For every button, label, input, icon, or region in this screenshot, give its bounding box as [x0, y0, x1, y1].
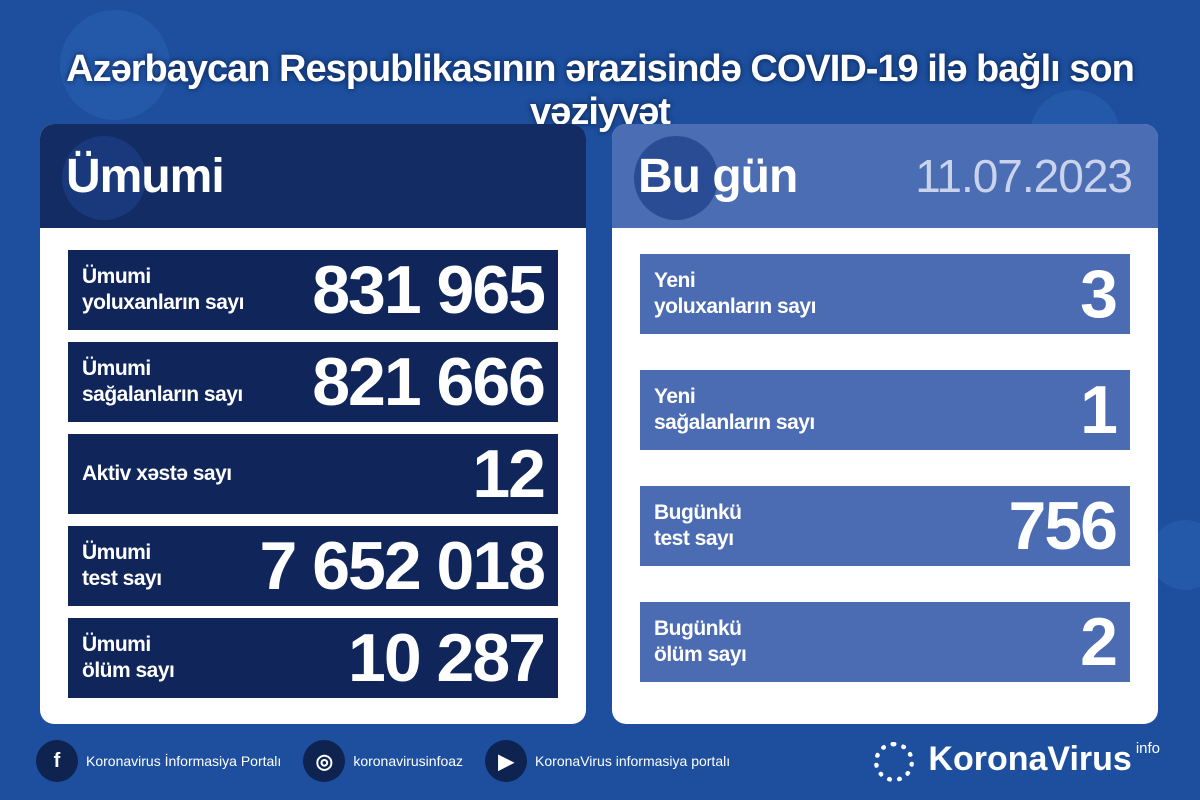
stat-value: 7 652 018 [259, 528, 546, 604]
stat-row: Yeni yoluxanların sayı 3 [640, 254, 1130, 334]
virus-icon [634, 136, 718, 220]
stat-label: Bugünkü ölüm sayı [654, 617, 747, 666]
sun-icon [874, 742, 915, 782]
stat-row: Ümumi sağalanların sayı 821 666 [68, 342, 558, 422]
today-heading: Bu gün [638, 149, 798, 203]
facebook-link[interactable]: f Koronavirus İnformasiya Portalı [36, 740, 281, 782]
stat-label: Ümumi sağalanların sayı [82, 357, 243, 406]
stat-value: 1 [1080, 372, 1118, 448]
brand-logo: KoronaVirus info [874, 740, 1160, 782]
stat-label: Yeni sağalanların sayı [654, 385, 815, 434]
stat-row: Aktiv xəstə sayı 12 [68, 434, 558, 514]
stat-value: 756 [1008, 488, 1118, 564]
stat-label: Aktiv xəstə sayı [82, 462, 232, 485]
instagram-label: koronavirusinfoaz [353, 753, 464, 769]
youtube-label: KoronaVirus informasiya portalı [535, 753, 731, 769]
facebook-label: Koronavirus İnformasiya Portalı [86, 753, 282, 769]
stat-value: 10 287 [348, 620, 546, 696]
stat-value: 2 [1080, 604, 1118, 680]
stat-row: Bugünkü ölüm sayı 2 [640, 602, 1130, 682]
instagram-icon: ◎ [303, 740, 346, 782]
today-header: Bu gün 11.07.2023 [612, 124, 1158, 228]
stat-value: 821 666 [312, 344, 546, 420]
youtube-link[interactable]: ▶ KoronaVirus informasiya portalı [485, 740, 730, 782]
brand-name: KoronaVirus [928, 740, 1132, 778]
footer: f Koronavirus İnformasiya Portalı ◎ korona… [36, 736, 1160, 786]
total-heading: Ümumi [66, 149, 225, 203]
stat-label: Ümumi test sayı [82, 541, 162, 590]
page-title: Azərbaycan Respublikasının ərazisində CO… [66, 48, 1135, 133]
stat-row: Bugünkü test sayı 756 [640, 486, 1130, 566]
stat-label: Ümumi ölüm sayı [82, 633, 175, 682]
stat-value: 831 965 [312, 252, 546, 328]
total-panel: Ümumi Ümumi yoluxanların sayı 831 965 Ümu… [40, 124, 586, 724]
youtube-icon: ▶ [485, 740, 528, 782]
total-header: Ümumi [40, 124, 586, 228]
today-panel: Bu gün 11.07.2023 Yeni yoluxanların sayı 3… [612, 124, 1158, 724]
virus-decoration [1150, 520, 1200, 590]
stat-row: Ümumi yoluxanların sayı 831 965 [68, 250, 558, 330]
stat-row: Yeni sağalanların sayı 1 [640, 370, 1130, 450]
today-date: 11.07.2023 [915, 150, 1133, 202]
stat-label: Ümumi yoluxanların sayı [82, 265, 244, 314]
instagram-link[interactable]: ◎ koronavirusinfoaz [303, 740, 463, 782]
stat-value: 12 [472, 436, 546, 512]
stat-row: Ümumi test sayı 7 652 018 [68, 526, 558, 606]
stat-row: Ümumi ölüm sayı 10 287 [68, 618, 558, 698]
brand-sup: info [1135, 740, 1160, 757]
stat-label: Bugünkü test sayı [654, 501, 742, 550]
stat-value: 3 [1080, 256, 1118, 332]
virus-icon [62, 136, 146, 220]
virus-decoration [60, 10, 170, 120]
facebook-icon: f [36, 740, 78, 782]
stat-label: Yeni yoluxanların sayı [654, 269, 816, 318]
